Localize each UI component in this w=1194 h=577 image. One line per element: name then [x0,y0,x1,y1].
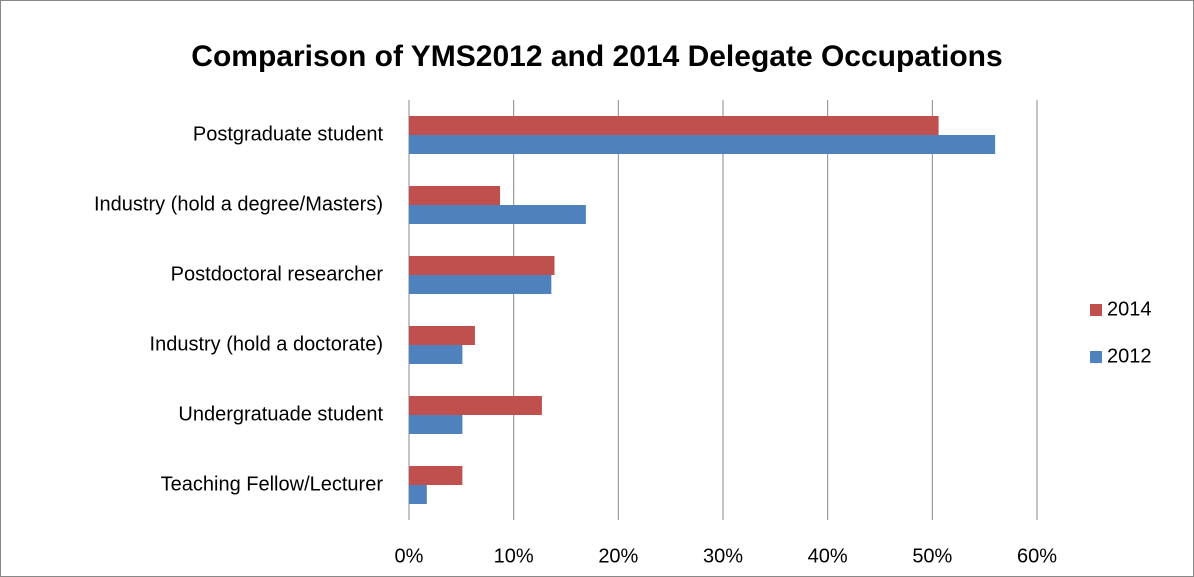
x-tick-label: 20% [598,545,638,567]
legend-label: 2012 [1107,345,1152,367]
bar [409,415,463,434]
bar [409,186,501,205]
bar [409,275,552,294]
chart-title: Comparison of YMS2012 and 2014 Delegate … [191,40,1002,73]
x-tick-label: 60% [1017,545,1057,567]
bar [409,466,463,485]
legend-label: 2014 [1107,298,1152,320]
y-tick-label: Postdoctoral researcher [171,263,384,285]
bar [409,116,939,135]
bar [409,345,463,364]
x-tick-label: 40% [808,545,848,567]
y-tick-label: Postgraduate student [193,123,384,145]
legend-swatch [1090,304,1102,316]
y-tick-label: Undergratuade student [178,403,383,425]
y-tick-label: Industry (hold a doctorate) [150,333,383,355]
legend-swatch [1090,351,1102,363]
y-tick-label: Teaching Fellow/Lecturer [161,473,384,495]
x-tick-label: 0% [395,545,424,567]
x-tick-label: 30% [703,545,743,567]
x-tick-label: 10% [494,545,534,567]
y-tick-label: Industry (hold a degree/Masters) [94,193,383,215]
bar [409,135,996,154]
x-tick-label: 50% [912,545,952,567]
bar [409,396,542,415]
bar [409,485,427,504]
bar [409,205,586,224]
bar [409,256,555,275]
bar [409,326,475,345]
